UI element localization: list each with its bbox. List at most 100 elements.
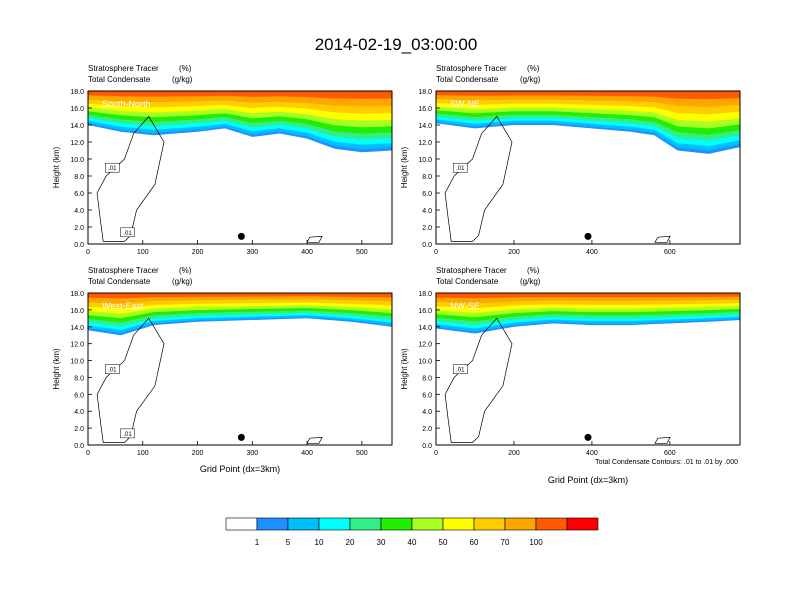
x-tick-label: 400 xyxy=(586,450,598,457)
left-string-1: Stratosphere Tracer xyxy=(88,266,159,275)
y-tick-label: 18.0 xyxy=(70,291,84,298)
y-tick-label: 0.0 xyxy=(422,242,432,249)
contour-label: .01 xyxy=(108,368,117,374)
contour-label: .01 xyxy=(456,368,465,374)
x-tick-label: 0 xyxy=(434,450,438,457)
condensate-contour xyxy=(654,235,671,243)
x-tick-label: 100 xyxy=(137,249,149,256)
condensate-contour xyxy=(654,437,671,444)
colorbar-cell xyxy=(349,517,382,531)
x-tick-label: 400 xyxy=(301,450,313,457)
left-string-2: Total Condensate xyxy=(88,75,151,84)
condensate-contour xyxy=(96,317,165,443)
colorbar-label: 10 xyxy=(315,538,324,547)
y-tick-label: 16.0 xyxy=(70,106,84,113)
y-tick-label: 10.0 xyxy=(418,359,432,366)
y-tick-label: 10.0 xyxy=(70,157,84,164)
tracer-field xyxy=(436,293,740,444)
x-tick-label: 400 xyxy=(301,249,313,256)
y-tick-label: 18.0 xyxy=(418,89,432,96)
y-tick-label: 6.0 xyxy=(74,191,84,198)
contour-label-box xyxy=(105,162,120,173)
location-dot xyxy=(237,232,245,240)
y-tick-label: 12.0 xyxy=(70,140,84,147)
tracer-field xyxy=(436,91,740,243)
x-tick-label: 600 xyxy=(664,450,676,457)
contour-label: .01 xyxy=(108,166,117,172)
figure-title: 2014-02-19_03:00:00 xyxy=(315,35,478,54)
location-dot xyxy=(237,433,245,441)
left-string-1: Stratosphere Tracer xyxy=(436,266,507,275)
colorbar-cell xyxy=(380,517,413,531)
y-tick-label: 12.0 xyxy=(70,342,84,349)
y-tick-label: 2.0 xyxy=(422,426,432,433)
x-tick-label: 200 xyxy=(192,450,204,457)
tracer-field xyxy=(88,91,392,243)
y-tick-label: 14.0 xyxy=(70,123,84,130)
contour-label: .01 xyxy=(123,231,132,237)
colorbar-label: 40 xyxy=(408,538,417,547)
right-string-2: (g/kg) xyxy=(172,277,193,286)
contour-label: .01 xyxy=(456,166,465,172)
x-tick-label: 200 xyxy=(192,249,204,256)
y-tick-label: 2.0 xyxy=(74,426,84,433)
colorbar-cell xyxy=(287,517,320,531)
right-string-2: (g/kg) xyxy=(520,75,541,84)
contour-label-box xyxy=(120,428,135,439)
y-tick-label: 18.0 xyxy=(418,291,432,298)
x-tick-label: 400 xyxy=(586,249,598,256)
contour-label-box xyxy=(453,162,468,173)
left-string-2: Total Condensate xyxy=(436,277,499,286)
contour-label: .01 xyxy=(123,432,132,438)
colorbar-label: 70 xyxy=(501,538,510,547)
y-axis-label: Height (km) xyxy=(52,146,61,188)
left-string-2: Total Condensate xyxy=(436,75,499,84)
location-dot xyxy=(584,433,592,441)
y-tick-label: 6.0 xyxy=(422,191,432,198)
tracer-band xyxy=(436,91,740,100)
panel-label: West-East xyxy=(102,301,144,311)
plot-frame xyxy=(87,292,393,446)
colorbar-cell xyxy=(411,517,444,531)
right-string-1: (%) xyxy=(179,64,192,73)
colorbar-cell xyxy=(442,517,475,531)
right-string-1: (%) xyxy=(179,266,192,275)
colorbar: 1 5 10 20 30 40 50 60 70 100 xyxy=(225,517,599,547)
panel-nw-se: .01 NW-SE Stratosphere Tracer (%) Total Cond… xyxy=(400,266,741,485)
panel-label: NW-SE xyxy=(450,301,480,311)
colorbar-label: 60 xyxy=(470,538,479,547)
y-tick-label: 6.0 xyxy=(422,392,432,399)
condensate-contour xyxy=(306,235,323,243)
y-tick-label: 8.0 xyxy=(74,375,84,382)
right-string-1: (%) xyxy=(527,266,540,275)
colorbar-label: 100 xyxy=(529,538,543,547)
y-tick-label: 10.0 xyxy=(418,157,432,164)
contour-note: Total Condensate Contours: .01 to .01 by… xyxy=(595,459,738,466)
tracer-band xyxy=(88,293,392,299)
y-tick-label: 4.0 xyxy=(422,208,432,215)
x-tick-label: 0 xyxy=(434,249,438,256)
x-tick-label: 300 xyxy=(246,249,258,256)
colorbar-cell xyxy=(318,517,351,531)
x-tick-label: 0 xyxy=(86,450,90,457)
condensate-contour xyxy=(444,115,513,242)
tracer-band xyxy=(436,293,740,299)
left-string-1: Stratosphere Tracer xyxy=(436,64,507,73)
panel-sw-ne: .01 SW-NE Stratosphere Tracer (%) Total Cond… xyxy=(400,64,741,256)
y-tick-label: 0.0 xyxy=(74,443,84,450)
y-tick-label: 14.0 xyxy=(418,123,432,130)
y-tick-label: 4.0 xyxy=(74,409,84,416)
tracer-band xyxy=(88,91,392,99)
x-axis-label: Grid Point (dx=3km) xyxy=(200,464,280,474)
panel-south-north: .01 .01 South-North Stratosphere Tracer (%) T… xyxy=(52,64,393,256)
contour-label-box xyxy=(453,364,468,374)
colorbar-label: 50 xyxy=(439,538,448,547)
x-tick-label: 200 xyxy=(508,450,520,457)
location-dot xyxy=(584,232,592,240)
x-tick-label: 500 xyxy=(356,249,368,256)
colorbar-cell xyxy=(256,517,289,531)
panel-label: South-North xyxy=(102,99,151,109)
y-tick-label: 4.0 xyxy=(422,409,432,416)
tracer-field xyxy=(88,293,392,444)
